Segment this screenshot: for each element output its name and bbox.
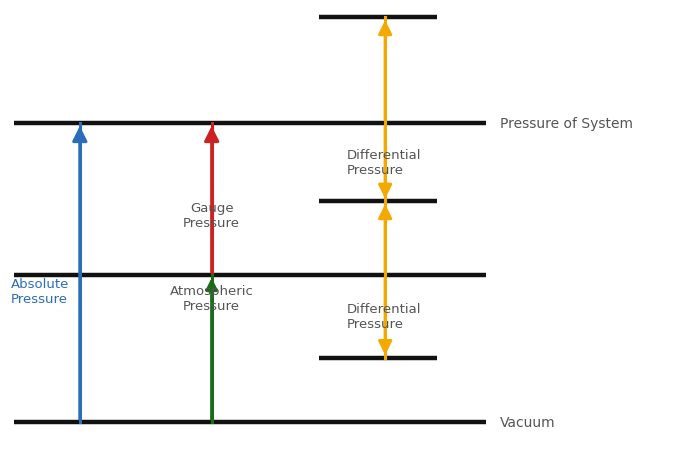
Text: Gauge
Pressure: Gauge Pressure <box>183 202 240 230</box>
Text: Vacuum: Vacuum <box>500 415 555 429</box>
Text: Atmospheric
Pressure: Atmospheric Pressure <box>170 285 253 313</box>
Text: Pressure of System: Pressure of System <box>500 117 633 131</box>
Text: Differential
Pressure: Differential Pressure <box>347 303 421 330</box>
Text: Absolute
Pressure: Absolute Pressure <box>10 278 69 305</box>
Text: Differential
Pressure: Differential Pressure <box>347 149 421 177</box>
